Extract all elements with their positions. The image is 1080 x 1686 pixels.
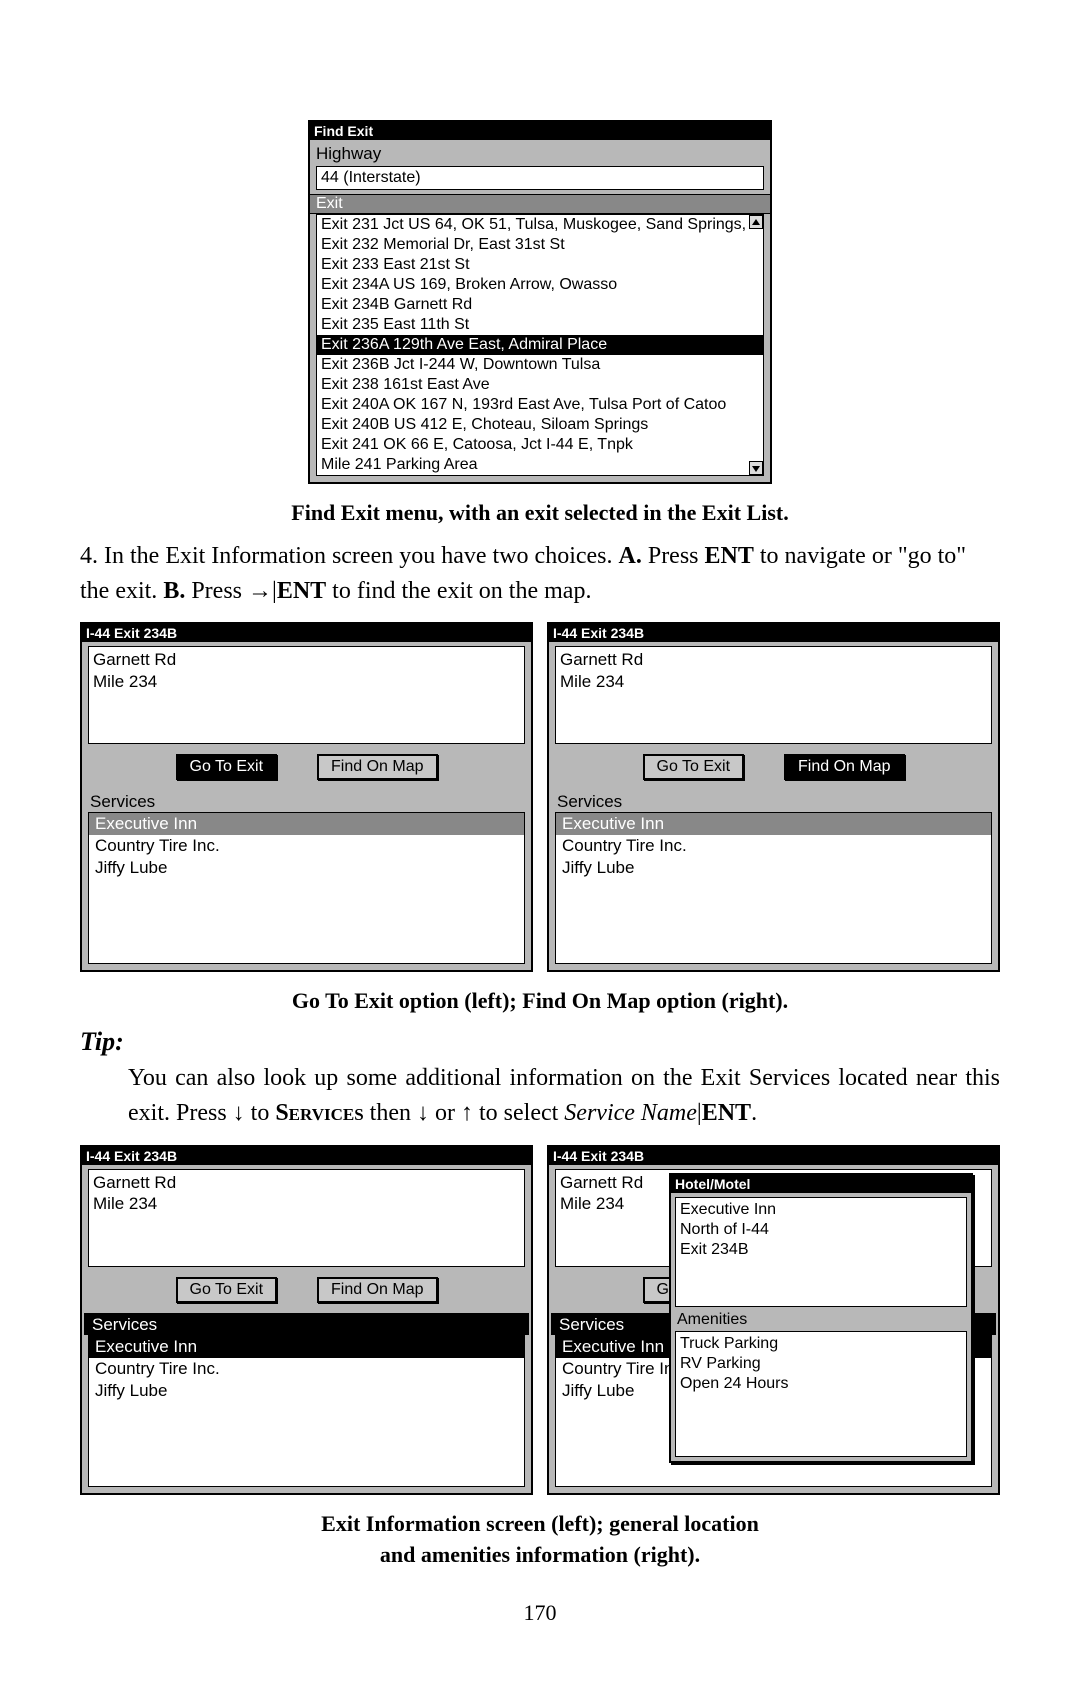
step4-ent2: ENT (277, 578, 326, 604)
info-line1: Garnett Rd (560, 649, 987, 670)
caption3b: and amenities information (right). (380, 1542, 700, 1567)
popup-line: Exit 234B (680, 1240, 962, 1260)
exit-list-row[interactable]: Exit 234A US 169, Broken Arrow, Owasso (317, 275, 763, 295)
find-on-map-button[interactable]: Find On Map (317, 1277, 437, 1303)
info-line2: Mile 234 (560, 671, 987, 692)
panel-row-1: I-44 Exit 234B Garnett Rd Mile 234 Go To… (80, 622, 1000, 972)
services-label: Services (549, 790, 998, 812)
exit-info-panel-popup: I-44 Exit 234B Garnett Rd Mile 234 Go To… (547, 1145, 1000, 1495)
panel-buttons: Go To Exit Find On Map (549, 754, 998, 780)
amenity-row: Open 24 Hours (680, 1374, 962, 1394)
find-on-map-button[interactable]: Find On Map (784, 754, 904, 780)
exit-list-row[interactable]: Exit 236B Jct I-244 W, Downtown Tulsa (317, 355, 763, 375)
step4-b: B. (163, 578, 185, 604)
scroll-down-icon[interactable] (749, 461, 763, 475)
service-row[interactable]: Executive Inn (556, 813, 991, 835)
step-4-text: 4. In the Exit Information screen you ha… (80, 539, 1000, 609)
exit-info-panel-services: I-44 Exit 234B Garnett Rd Mile 234 Go To… (80, 1145, 533, 1495)
services-list[interactable]: Executive Inn Country Tire Inc. Jiffy Lu… (88, 1335, 525, 1487)
exit-list-row[interactable]: Exit 238 161st East Ave (317, 375, 763, 395)
find-on-map-button[interactable]: Find On Map (317, 754, 437, 780)
popup-line: Executive Inn (680, 1200, 962, 1220)
service-row[interactable]: Jiffy Lube (556, 857, 991, 879)
exit-list-row[interactable]: Exit 234B Garnett Rd (317, 295, 763, 315)
tip-body: You can also look up some additional inf… (128, 1061, 1000, 1131)
highway-input[interactable]: 44 (Interstate) (316, 166, 764, 190)
info-line1: Garnett Rd (93, 1172, 520, 1193)
tip-period: . (751, 1100, 757, 1126)
panel-title: I-44 Exit 234B (82, 624, 531, 642)
exit-info-box: Garnett Rd Mile 234 (88, 1169, 525, 1267)
service-row[interactable]: Executive Inn (89, 813, 524, 835)
caption-exit-info: Exit Information screen (left); general … (80, 1509, 1000, 1571)
scroll-up-icon[interactable] (749, 215, 763, 229)
info-line2: Mile 234 (93, 1193, 520, 1214)
panel-buttons: Go To Exit Find On Map (82, 1277, 531, 1303)
amenities-list[interactable]: Truck Parking RV Parking Open 24 Hours (675, 1331, 967, 1457)
exit-info-box: Garnett Rd Mile 234 (88, 646, 525, 744)
exit-list-row[interactable]: Exit 233 East 21st St (317, 255, 763, 275)
caption-goto-find: Go To Exit option (left); Find On Map op… (80, 986, 1000, 1017)
exit-info-panel-goto: I-44 Exit 234B Garnett Rd Mile 234 Go To… (80, 622, 533, 972)
find-exit-dialog: Find Exit Highway 44 (Interstate) Exit E… (308, 120, 772, 484)
exit-list-row[interactable]: Exit 236A 129th Ave East, Admiral Place (317, 335, 763, 355)
step4-btext: Press →| (185, 578, 276, 604)
hotel-motel-popup: Hotel/Motel Executive Inn North of I-44 … (669, 1173, 973, 1463)
caption-find-exit: Find Exit menu, with an exit selected in… (80, 498, 1000, 529)
amenity-row: RV Parking (680, 1354, 962, 1374)
exit-list-row[interactable]: Exit 231 Jct US 64, OK 51, Tulsa, Muskog… (317, 215, 763, 235)
popup-title: Hotel/Motel (671, 1175, 971, 1193)
tip-text2: then ↓ or ↑ to select (364, 1100, 565, 1126)
exit-list-row[interactable]: Exit 240B US 412 E, Choteau, Siloam Spri… (317, 415, 763, 435)
service-row[interactable]: Executive Inn (89, 1336, 524, 1358)
service-row[interactable]: Country Tire Inc. (89, 835, 524, 857)
step4-a: A. (619, 543, 642, 569)
panel-title: I-44 Exit 234B (82, 1147, 531, 1165)
exit-list-row[interactable]: Exit 241 OK 66 E, Catoosa, Jct I-44 E, T… (317, 435, 763, 455)
exit-list-row[interactable]: Exit 232 Memorial Dr, East 31st St (317, 235, 763, 255)
service-row[interactable]: Jiffy Lube (89, 1380, 524, 1402)
go-to-exit-button[interactable]: Go To Exit (176, 1277, 278, 1303)
caption3a: Exit Information screen (left); general … (321, 1511, 759, 1536)
popup-line: North of I-44 (680, 1220, 962, 1240)
exit-info-panel-find: I-44 Exit 234B Garnett Rd Mile 234 Go To… (547, 622, 1000, 972)
service-row[interactable]: Country Tire Inc. (89, 1358, 524, 1380)
exit-section-label: Exit (310, 194, 770, 214)
info-line1: Garnett Rd (93, 649, 520, 670)
step4-btext2: to find the exit on the map. (326, 578, 591, 604)
tip-ent: ENT (702, 1100, 751, 1126)
highway-label: Highway (310, 140, 770, 166)
amenities-label: Amenities (671, 1311, 971, 1329)
panel-buttons: Go To Exit Find On Map (82, 754, 531, 780)
services-label: Services (82, 790, 531, 812)
page-number: 170 (80, 1600, 1000, 1626)
exit-list-row[interactable]: Exit 240A OK 167 N, 193rd East Ave, Tuls… (317, 395, 763, 415)
find-exit-title: Find Exit (310, 122, 770, 140)
exit-list[interactable]: Exit 231 Jct US 64, OK 51, Tulsa, Muskog… (316, 214, 764, 476)
exit-list-row[interactable]: Exit 235 East 11th St (317, 315, 763, 335)
amenity-row: Truck Parking (680, 1334, 962, 1354)
services-label: Services (84, 1313, 529, 1335)
service-row[interactable]: Jiffy Lube (89, 857, 524, 879)
go-to-exit-button[interactable]: Go To Exit (176, 754, 278, 780)
step4-atext: Press (642, 543, 705, 569)
popup-info: Executive Inn North of I-44 Exit 234B (675, 1197, 967, 1307)
panel-row-2: I-44 Exit 234B Garnett Rd Mile 234 Go To… (80, 1145, 1000, 1495)
panel-title: I-44 Exit 234B (549, 1147, 998, 1165)
tip-services: Services (275, 1100, 363, 1126)
exit-info-box: Garnett Rd Mile 234 (555, 646, 992, 744)
services-list[interactable]: Executive Inn Country Tire Inc. Jiffy Lu… (88, 812, 525, 964)
step4-prefix: 4. In the Exit Information screen you ha… (80, 543, 619, 569)
go-to-exit-button[interactable]: Go To Exit (643, 754, 745, 780)
tip-servicename: Service Name (564, 1100, 697, 1126)
step4-ent1: ENT (705, 543, 754, 569)
tip-heading: Tip: (80, 1027, 1000, 1057)
service-row[interactable]: Country Tire Inc. (556, 835, 991, 857)
exit-list-row[interactable]: Mile 241 Parking Area (317, 455, 763, 475)
info-line2: Mile 234 (93, 671, 520, 692)
panel-title: I-44 Exit 234B (549, 624, 998, 642)
services-list[interactable]: Executive Inn Country Tire Inc. Jiffy Lu… (555, 812, 992, 964)
